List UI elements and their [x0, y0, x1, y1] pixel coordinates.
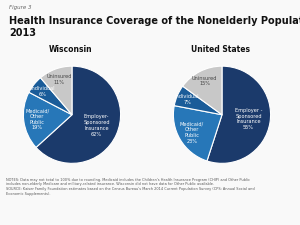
Text: Individual
7%: Individual 7% [175, 94, 200, 105]
Wedge shape [174, 86, 222, 115]
Text: Employer-
Sponsored
Insurance
62%: Employer- Sponsored Insurance 62% [83, 114, 110, 137]
Text: Employer -
Sponsored
Insurance
55%: Employer - Sponsored Insurance 55% [235, 108, 262, 130]
Text: Uninsured
11%: Uninsured 11% [46, 74, 72, 85]
Wedge shape [36, 66, 121, 163]
Wedge shape [29, 78, 72, 115]
Wedge shape [183, 66, 222, 115]
Text: Medicaid/
Other
Public
23%: Medicaid/ Other Public 23% [180, 121, 204, 144]
Text: Figure 3: Figure 3 [9, 4, 32, 9]
Wedge shape [23, 92, 72, 147]
Text: Uninsured
15%: Uninsured 15% [192, 76, 218, 86]
Wedge shape [40, 66, 72, 115]
Text: NOTES: Data may not total to 100% due to rounding. Medicaid includes the Childre: NOTES: Data may not total to 100% due to… [6, 178, 255, 196]
Text: Medicaid/
Other
Public
19%: Medicaid/ Other Public 19% [25, 108, 50, 130]
Text: Individual
6%: Individual 6% [30, 86, 55, 97]
Text: Health Insurance Coverage of the Nonelderly Population,
2013: Health Insurance Coverage of the Nonelde… [9, 16, 300, 38]
Text: United States: United States [191, 45, 250, 54]
Wedge shape [207, 66, 271, 163]
Text: Wisconsin: Wisconsin [49, 45, 92, 54]
Wedge shape [173, 106, 222, 161]
